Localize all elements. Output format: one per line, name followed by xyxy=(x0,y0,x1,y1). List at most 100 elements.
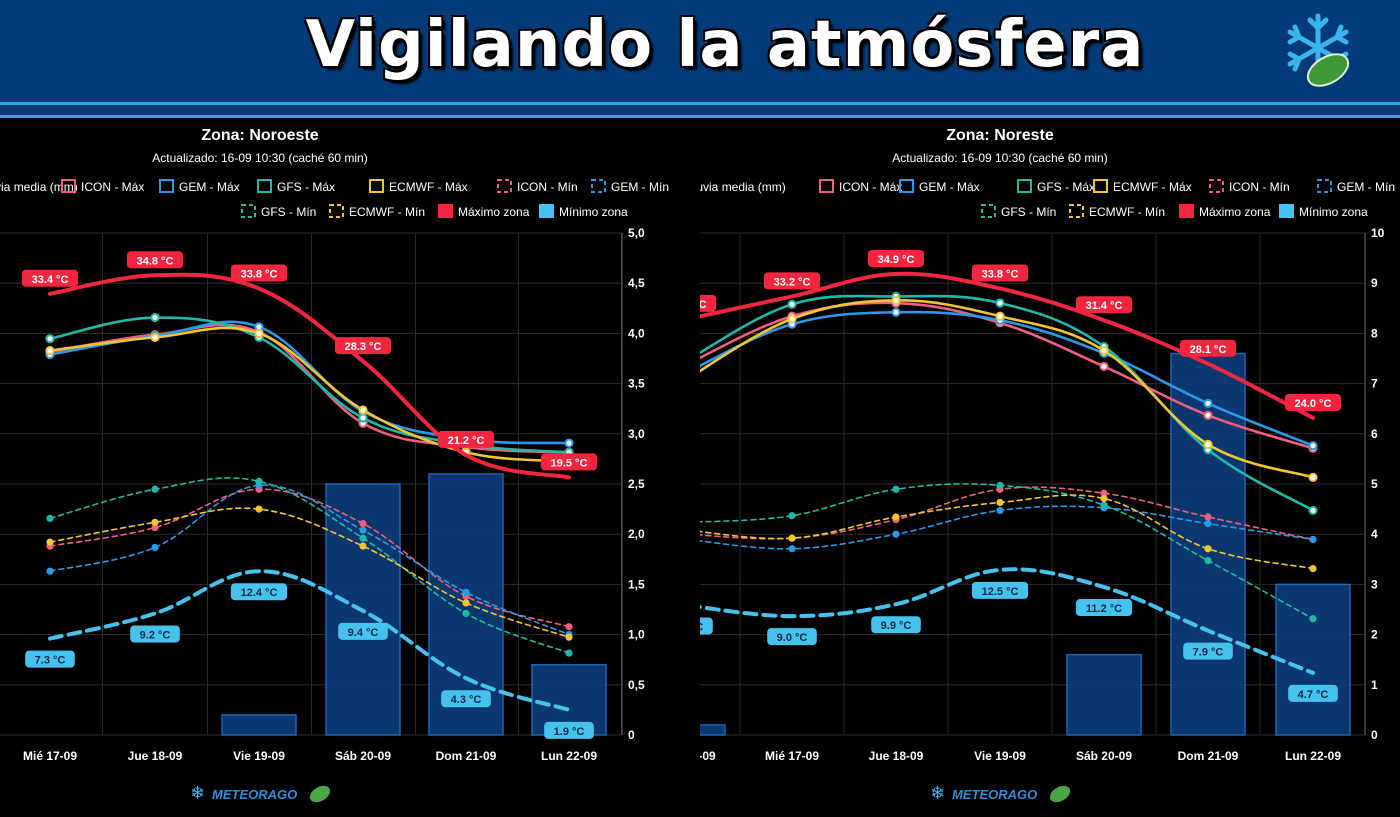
max-temp-label: 28.3 °C xyxy=(334,337,392,355)
series-point xyxy=(996,498,1004,507)
series-line xyxy=(48,569,571,712)
legend-item-icon-max: ICON - Máx xyxy=(61,179,144,194)
legend-label: Máximo zona xyxy=(458,205,530,219)
y2-tick-label: 5,0 xyxy=(628,226,645,240)
series-line xyxy=(49,507,570,639)
snowflake-icon: ❄ xyxy=(190,783,205,804)
header-banner xyxy=(0,0,1400,102)
label-bg xyxy=(230,264,288,282)
label-bg xyxy=(871,616,921,634)
label-bg xyxy=(130,625,180,643)
min-temp-label: 9.0 °C xyxy=(767,628,817,646)
label-text: 11.2 °C xyxy=(1086,603,1122,615)
series-line xyxy=(700,567,1315,675)
label-bg xyxy=(867,249,925,267)
series-line xyxy=(49,488,570,628)
chart-subtitle: Actualizado: 16-09 10:30 (caché 60 min) xyxy=(892,151,1107,165)
series-ecmwf-max xyxy=(45,326,574,467)
rain-bar xyxy=(221,714,297,736)
legend-item-ecmwf-min: ECMWF - Mín xyxy=(1069,204,1165,219)
leaf-icon xyxy=(309,785,331,803)
legend-item-gem-max: GEM - Máx xyxy=(159,179,240,194)
legend-swatch xyxy=(899,179,914,193)
series-point xyxy=(46,538,54,546)
min-temp-label: 7.3 °C xyxy=(25,650,75,668)
header-stripe xyxy=(0,102,1400,118)
label-text: 9.9 °C xyxy=(881,620,912,632)
y2-tick-label: 0 xyxy=(1371,728,1378,742)
x-tick-label: Jue 18-09 xyxy=(869,749,924,763)
series-minimo-zona xyxy=(700,567,1315,675)
series-point xyxy=(1204,520,1212,528)
x-tick-label: Jue 18-09 xyxy=(128,749,183,763)
legend-swatch xyxy=(819,179,834,193)
max-temp-label: 33.2 °C xyxy=(763,272,821,290)
legend-swatch xyxy=(329,204,344,218)
legend-label: ICON - Máx xyxy=(81,180,144,194)
legend-label: Mínimo zona xyxy=(1299,205,1368,219)
label-text: 33.8 °C xyxy=(241,268,278,280)
chart-noreste: Zona: Noreste Actualizado: 16-09 10:30 (c… xyxy=(700,127,1395,804)
legend-item-ecmwf-max: ECMWF - Máx xyxy=(369,179,468,194)
y2-tick-label: 3,0 xyxy=(628,427,645,441)
legend-item-lluvia-media-mm: Lluvia media (mm) xyxy=(700,180,786,194)
legend-label: ECMWF - Máx xyxy=(1113,180,1192,194)
series-point xyxy=(892,513,900,521)
min-temp-label: 11.2 °C xyxy=(1075,599,1133,617)
series-point xyxy=(45,334,55,344)
series-point xyxy=(892,530,900,538)
legend-item-gfs-min: GFS - Mín xyxy=(981,204,1056,219)
min-temp-label: 12.5 °C xyxy=(971,581,1029,599)
series-ecmwf-min xyxy=(46,505,573,641)
series-point xyxy=(564,438,574,448)
label-bg xyxy=(700,294,717,312)
series-point xyxy=(358,405,368,415)
label-bg xyxy=(1179,339,1237,357)
series-gfs-min xyxy=(700,481,1317,623)
series-point xyxy=(359,526,367,534)
series-gfs-min xyxy=(46,477,573,657)
rain-bar xyxy=(1275,583,1351,736)
snowflake-logo-icon xyxy=(1287,13,1350,87)
min-temp-label: 7.9 °C xyxy=(1183,642,1233,660)
y2-tick-label: 4,5 xyxy=(628,276,645,290)
series-line xyxy=(700,271,1315,420)
label-text: 33.8 °C xyxy=(982,268,1019,280)
label-text: 4.3 °C xyxy=(451,694,482,706)
x-tick-label: Dom 21-09 xyxy=(1178,749,1239,763)
series-point xyxy=(891,307,901,317)
series-point xyxy=(996,506,1004,515)
series-point xyxy=(788,545,796,553)
label-bg xyxy=(1075,296,1133,314)
legend-label: ECMWF - Mín xyxy=(1089,205,1165,219)
series-ecmwf-min xyxy=(700,494,1317,573)
label-text: 33.2 °C xyxy=(774,276,811,288)
legend-label: Máximo zona xyxy=(1199,205,1271,219)
x-tick-label: Sáb 20-09 xyxy=(335,749,391,763)
series-point xyxy=(254,328,264,338)
chart-subtitle: Actualizado: 16-09 10:30 (caché 60 min) xyxy=(152,151,367,165)
legend-label: ICON - Mín xyxy=(517,180,578,194)
max-temp-label: 34.9 °C xyxy=(867,249,925,267)
legend-label: Mínimo zona xyxy=(559,205,628,219)
legend-label: GEM - Máx xyxy=(919,180,980,194)
legend-label: ECMWF - Máx xyxy=(389,180,468,194)
legend-item-minimo-zona: Mínimo zona xyxy=(1279,204,1368,219)
label-text: 9.2 °C xyxy=(140,629,171,641)
max-temp-label: 24.0 °C xyxy=(1284,393,1342,411)
series-gem-min xyxy=(46,481,573,639)
series-point xyxy=(255,505,263,513)
series-point xyxy=(1100,501,1108,509)
max-temp-label: 33.8 °C xyxy=(971,264,1029,282)
x-tick-label: Vie 19-09 xyxy=(233,749,285,763)
watermark-text: METEORAGO xyxy=(212,787,297,802)
legend-item-ecmwf-max: ECMWF - Máx xyxy=(1093,179,1192,194)
min-temp-label: 4.3 °C xyxy=(441,690,491,708)
legend-item-gfs-min: GFS - Mín xyxy=(241,204,316,219)
series-point xyxy=(1309,615,1317,623)
max-temp-label: 21.2 °C xyxy=(437,430,495,448)
series-point xyxy=(1203,398,1213,409)
legend-swatch xyxy=(539,204,554,218)
series-point xyxy=(1204,545,1212,553)
series-point xyxy=(46,567,54,575)
